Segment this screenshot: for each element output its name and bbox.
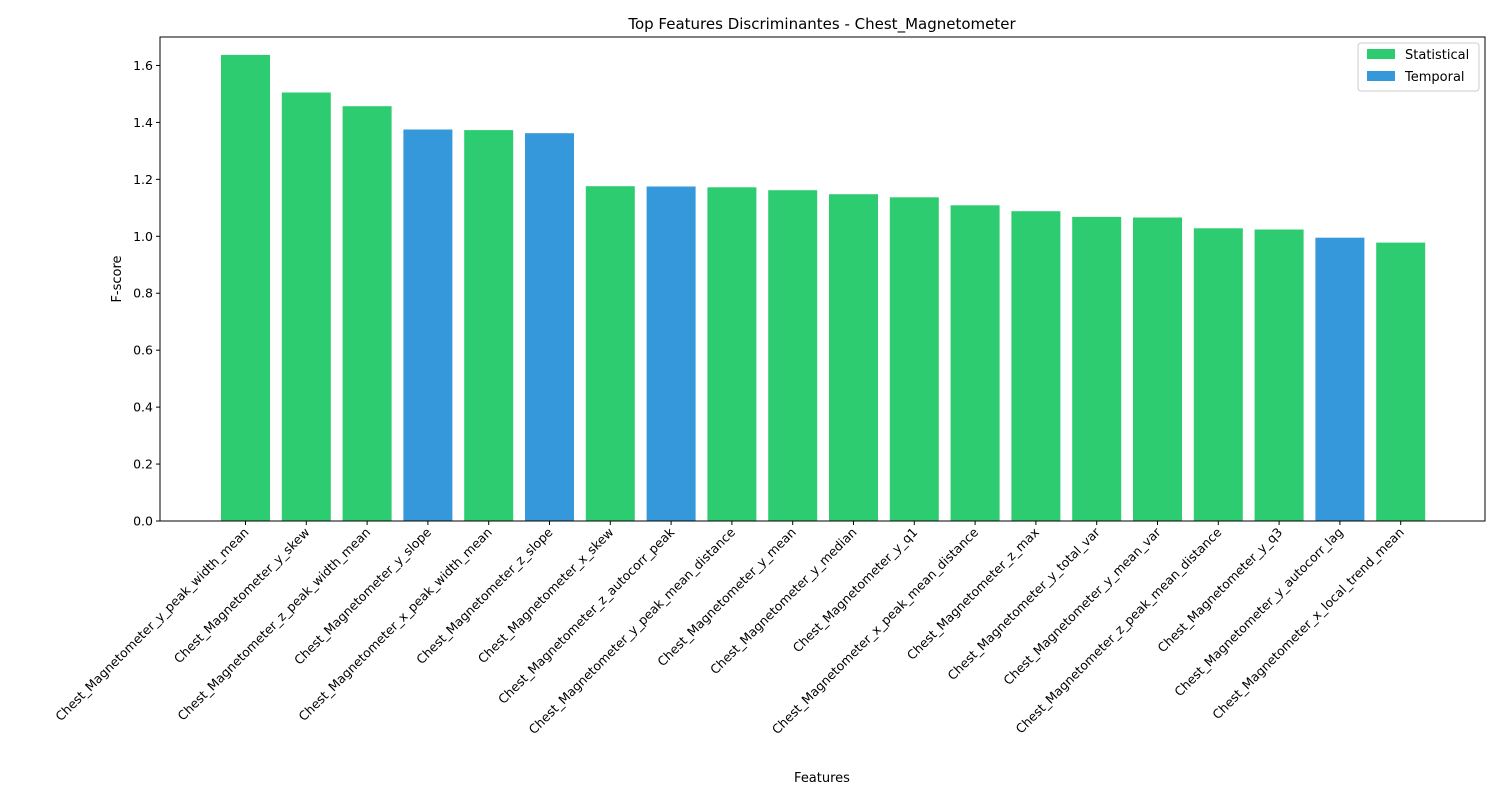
x-axis-label: Features (794, 771, 850, 786)
bar-3 (342, 106, 392, 521)
y-tick-label: 0.8 (133, 286, 153, 301)
legend-swatch-statistical (1367, 49, 1395, 59)
bar-8 (646, 186, 696, 521)
bar-16 (1133, 217, 1182, 521)
x-tick-label: Chest_Magnetometer_y_q1 (790, 525, 921, 656)
x-tick-label: Chest_Magnetometer_y_peak_mean_distance (526, 524, 739, 737)
legend-swatch-temporal (1367, 71, 1395, 81)
plot-frame (159, 36, 1486, 522)
y-axis: 0.0 0.2 0.4 0.6 0.8 1.0 1.2 1.4 1.6 (133, 58, 160, 529)
y-tick-label: 1.0 (133, 229, 153, 244)
bar-10 (768, 190, 818, 521)
bar-4 (403, 129, 453, 521)
y-tick-label: 1.2 (133, 172, 153, 187)
legend-label-statistical: Statistical (1405, 48, 1469, 63)
bar-6 (525, 133, 574, 521)
bar-15 (1072, 216, 1122, 521)
bars-group (221, 54, 1426, 522)
bar-20 (1376, 242, 1426, 521)
y-tick-label: 0.0 (133, 514, 153, 529)
y-tick-label: 1.6 (133, 58, 153, 73)
y-tick-label: 1.4 (133, 115, 153, 130)
bar-17 (1193, 228, 1243, 522)
x-tick-label: Chest_Magnetometer_y_q3 (1154, 525, 1285, 656)
bar-13 (950, 205, 1000, 522)
x-tick-label: Chest_Magnetometer_z_max (904, 525, 1042, 663)
bar-18 (1254, 229, 1304, 521)
bar-19 (1315, 237, 1365, 521)
bar-11 (829, 194, 878, 521)
y-tick-label: 0.6 (133, 343, 153, 358)
bar-14 (1011, 211, 1061, 521)
y-tick-label: 0.2 (133, 457, 153, 472)
legend-label-temporal: Temporal (1404, 70, 1465, 85)
bar-5 (464, 130, 514, 521)
bar-1 (221, 54, 270, 522)
legend: Statistical Temporal (1357, 42, 1480, 92)
y-tick-label: 0.4 (133, 400, 153, 415)
x-axis: Chest_Magnetometer_y_peak_width_meanChes… (52, 521, 1407, 737)
bar-9 (707, 187, 757, 522)
y-axis-label: F-score (110, 255, 125, 302)
bar-7 (585, 186, 635, 521)
x-tick-label: Chest_Magnetometer_x_peak_mean_distance (769, 524, 982, 737)
bar-2 (281, 92, 331, 521)
x-tick-label: Chest_Magnetometer_z_peak_mean_distance (1013, 524, 1225, 736)
chart-title: Top Features Discriminantes - Chest_Magn… (627, 15, 1016, 34)
bar-12 (889, 197, 939, 522)
